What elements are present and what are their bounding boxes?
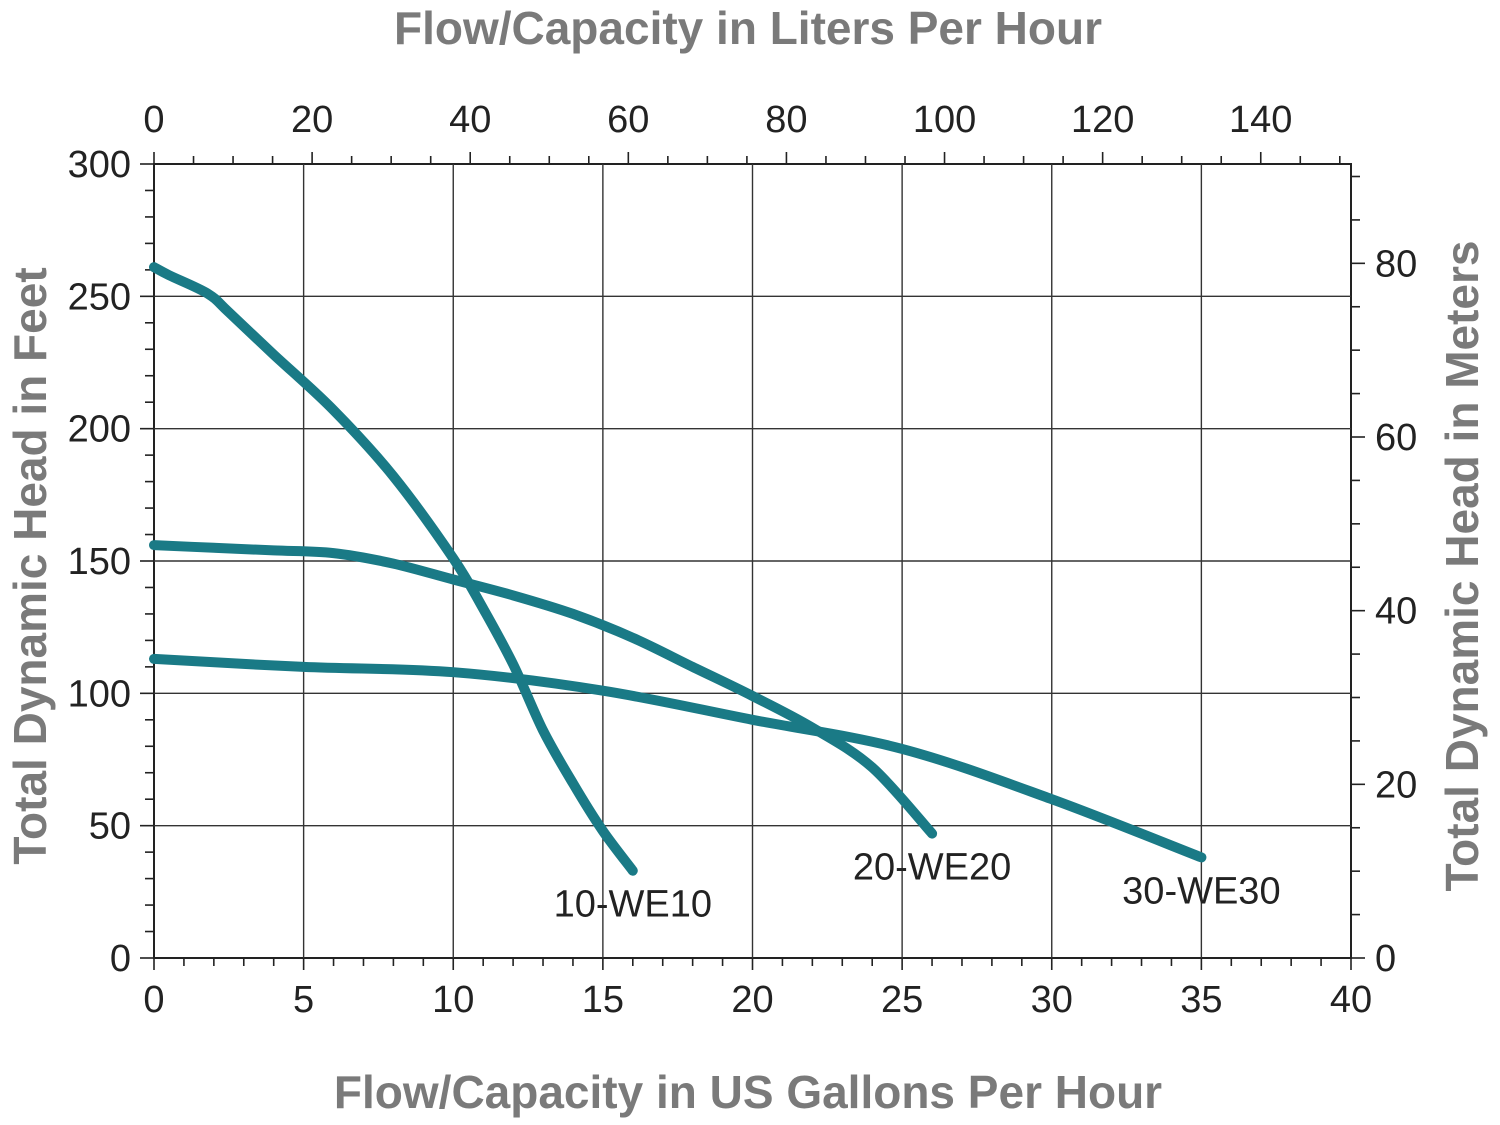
y-tick-label-left: 200 [68, 409, 131, 451]
y-tick-label-right: 40 [1375, 591, 1417, 633]
x-tick-label-bottom: 35 [1180, 979, 1222, 1021]
y-tick-label-left: 0 [110, 938, 131, 980]
x-tick-label-top: 140 [1229, 99, 1292, 141]
x-tick-label-bottom: 25 [881, 979, 923, 1021]
series-label: 30-WE30 [1122, 870, 1280, 912]
y-tick-label-right: 0 [1375, 938, 1396, 980]
x-tick-label-top: 80 [765, 99, 807, 141]
y-tick-label-left: 50 [89, 806, 131, 848]
y-tick-label-left: 150 [68, 541, 131, 583]
x-tick-label-top: 100 [913, 99, 976, 141]
x-tick-label-bottom: 15 [582, 979, 624, 1021]
x-tick-label-bottom: 5 [293, 979, 314, 1021]
axis-ticks [140, 152, 1365, 970]
x-axis-title-top: Flow/Capacity in Liters Per Hour [394, 2, 1102, 54]
x-tick-label-top: 40 [449, 99, 491, 141]
series-label: 20-WE20 [853, 847, 1011, 889]
x-tick-label-top: 60 [607, 99, 649, 141]
x-tick-label-bottom: 20 [731, 979, 773, 1021]
x-tick-label-bottom: 10 [432, 979, 474, 1021]
y-tick-label-right: 80 [1375, 243, 1417, 285]
series-labels: 10-WE10 20-WE20 30-WE30 [554, 847, 1281, 926]
x-tick-label-top: 0 [143, 99, 164, 141]
series-line-30-WE30 [149, 653, 1207, 863]
y-tick-label-right: 60 [1375, 417, 1417, 459]
series-lines [149, 262, 1207, 876]
series-label: 10-WE10 [554, 884, 712, 926]
y-tick-label-left: 100 [68, 673, 131, 715]
tick-labels: 0 5 10 15 20 25 30 35 400 20 40 60 80 100 120 140050100… [68, 99, 1418, 1021]
series-line-10-WE10 [149, 262, 638, 876]
y-tick-label-left: 300 [68, 144, 131, 186]
y-axis-title-left: Total Dynamic Head in Feet [4, 267, 56, 864]
x-axis-title-bottom: Flow/Capacity in US Gallons Per Hour [334, 1066, 1162, 1118]
y-tick-label-right: 20 [1375, 764, 1417, 806]
x-tick-label-bottom: 0 [143, 979, 164, 1021]
x-tick-label-bottom: 30 [1031, 979, 1073, 1021]
y-tick-label-left: 250 [68, 276, 131, 318]
y-axis-title-right: Total Dynamic Head in Meters [1436, 241, 1488, 892]
x-tick-label-bottom: 40 [1330, 979, 1372, 1021]
series-line-20-WE20 [149, 540, 938, 839]
grid [153, 163, 1352, 959]
x-tick-label-top: 20 [291, 99, 333, 141]
x-tick-label-top: 120 [1071, 99, 1134, 141]
